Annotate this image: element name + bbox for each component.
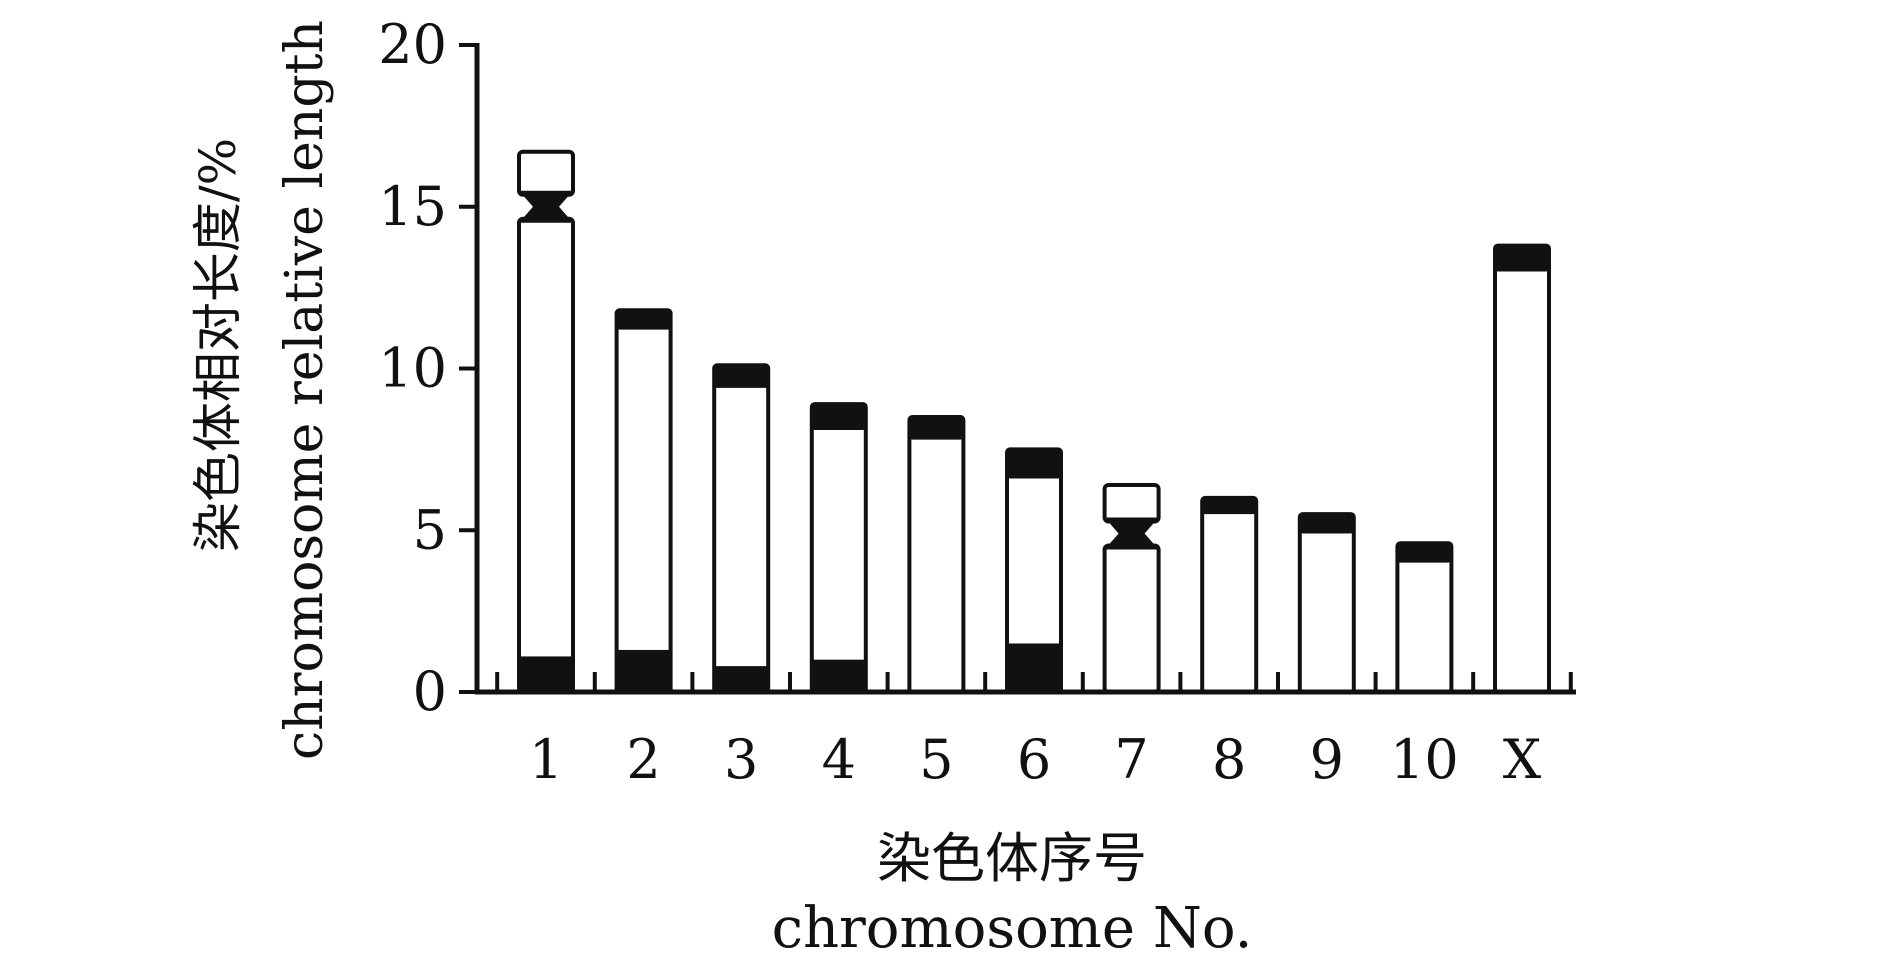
- chromosome-bar-10: [1395, 541, 1454, 694]
- chromosome-body: [907, 415, 966, 694]
- chromosome-bar-5: [907, 415, 966, 694]
- dark-band-top: [1397, 543, 1452, 563]
- x-tick-label: 10: [1390, 728, 1459, 791]
- y-axis-label-english: chromosome relative length: [275, 20, 335, 760]
- centromere-mark: [1104, 517, 1159, 550]
- y-tick-label: 0: [413, 660, 447, 723]
- x-axis-ticks: 1 2 3 4 5 6 7 8 9 10 X: [495, 672, 1573, 791]
- chromosome-short-arm: [1102, 482, 1161, 524]
- x-tick-label: 6: [1017, 728, 1051, 791]
- chromosome-bar-6: [1005, 447, 1063, 694]
- x-axis-label-chinese: 染色体序号: [877, 827, 1147, 890]
- chromosome-body: [809, 402, 868, 694]
- dark-band-top: [714, 365, 769, 388]
- chromosome-bar-3: [712, 363, 771, 694]
- chromosome-long-arm: [1102, 543, 1161, 694]
- chromosome-body: [1297, 512, 1356, 695]
- y-tick-label: 20: [378, 13, 447, 76]
- dark-band-bottom: [714, 666, 769, 692]
- x-tick-label: 8: [1212, 728, 1246, 791]
- chromosome-bar-9: [1297, 512, 1356, 695]
- dark-band-top: [1007, 449, 1061, 479]
- centromere-mark: [519, 190, 573, 223]
- y-axis-label-chinese: 染色体相对长度/%: [189, 138, 247, 552]
- chromosome-bar-1: [517, 149, 575, 694]
- y-axis-ticks: 0 5 10 15 20: [378, 13, 477, 723]
- y-tick-label: 10: [378, 337, 447, 400]
- dark-band-top: [1495, 245, 1549, 272]
- chromosome-body: [1200, 495, 1259, 694]
- dark-band-bottom: [519, 656, 573, 692]
- x-tick-label: 2: [626, 728, 660, 791]
- dark-band-top: [811, 404, 866, 430]
- x-tick-label: X: [1503, 728, 1542, 791]
- chromosome-bar-4: [809, 402, 868, 694]
- x-axis-label-english: chromosome No.: [772, 896, 1253, 961]
- dark-band-bottom: [1007, 643, 1061, 692]
- chromosome-bar-7: [1102, 482, 1161, 694]
- x-tick-label: 3: [724, 728, 758, 791]
- x-tick-label: 4: [822, 728, 856, 791]
- chromosome-body: [614, 308, 673, 694]
- chromosome-long-arm: [517, 216, 575, 694]
- dark-band-top: [1202, 497, 1257, 515]
- x-tick-label: 7: [1114, 728, 1148, 791]
- y-tick-label: 15: [378, 175, 447, 238]
- dark-band-bottom: [616, 649, 671, 692]
- dark-band-top: [616, 310, 671, 330]
- chromosome-bar-2: [614, 308, 673, 694]
- chromosome-short-arm: [517, 149, 575, 197]
- dark-band-top: [909, 417, 964, 440]
- chromosome-body: [1395, 541, 1454, 694]
- x-tick-label: 1: [529, 728, 563, 791]
- dark-band-bottom: [811, 659, 866, 692]
- chromosome-body: [1493, 243, 1551, 694]
- chromosome-bar-8: [1200, 495, 1259, 694]
- x-tick-label: 5: [919, 728, 953, 791]
- y-tick-label: 5: [413, 498, 447, 561]
- axes: [474, 43, 1576, 695]
- x-tick-label: 9: [1310, 728, 1344, 791]
- dark-band-top: [1299, 514, 1354, 534]
- chromosome-body: [712, 363, 771, 694]
- chromosome-bars: [517, 149, 1551, 695]
- chromosome-bar-X: [1493, 243, 1551, 694]
